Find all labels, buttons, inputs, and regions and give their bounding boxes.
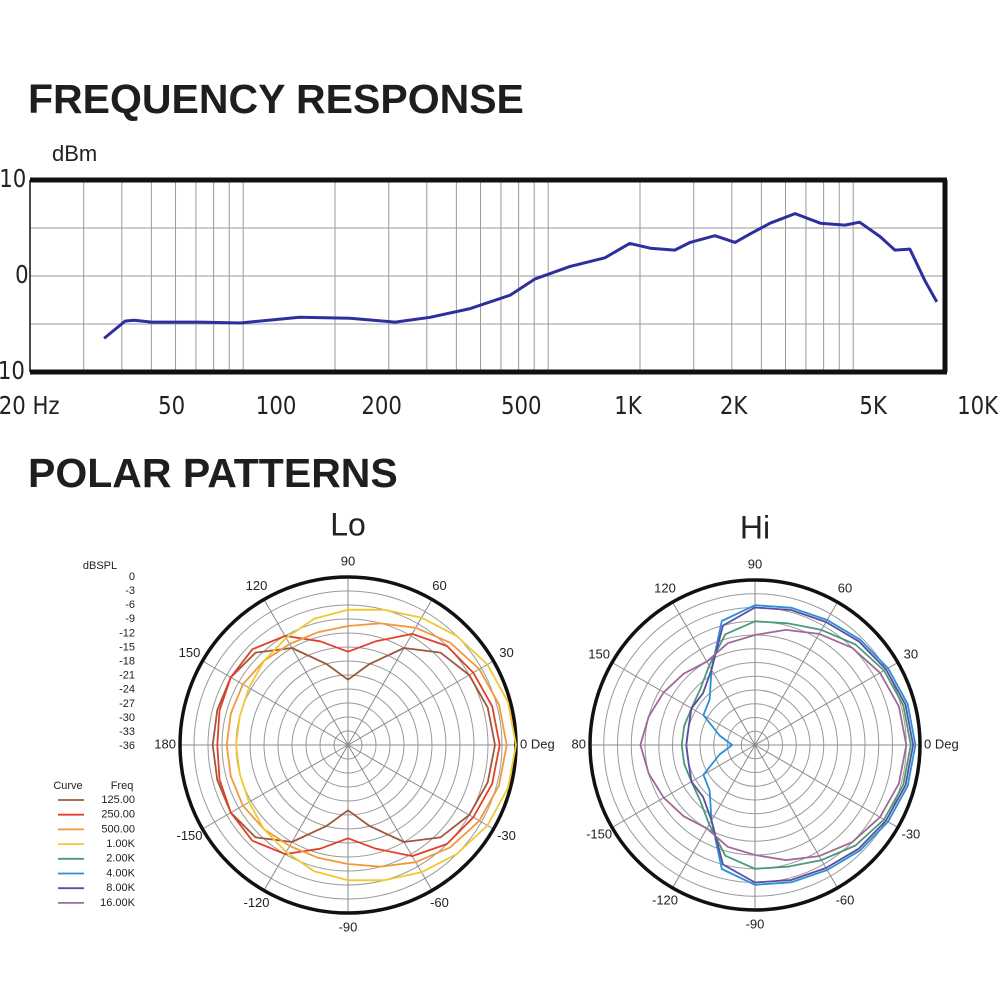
- legend-label: 125.00: [101, 794, 135, 806]
- angle-label: -30: [497, 828, 516, 843]
- angle-label: 90: [341, 553, 355, 568]
- y-tick-label: 0: [15, 260, 29, 289]
- grid-spoke: [263, 599, 349, 746]
- legend-scale-label: -3: [125, 585, 135, 597]
- grid-spoke: [202, 660, 349, 746]
- x-tick-label: 10K: [957, 391, 999, 420]
- polar-curve: [680, 620, 912, 870]
- chart-title: FREQUENCY RESPONSE: [28, 76, 524, 122]
- x-tick-label: 200: [361, 391, 402, 420]
- polar-curve: [702, 604, 917, 886]
- angle-label: 150: [588, 646, 610, 661]
- angle-label: -60: [430, 895, 449, 910]
- response-line: [103, 212, 939, 340]
- legend-scale-label: -6: [125, 599, 135, 611]
- legend-scale-label: -36: [119, 740, 135, 752]
- grid-spoke: [611, 662, 756, 746]
- grid-spoke: [611, 744, 756, 828]
- legend-scale-label: -30: [119, 712, 135, 724]
- legend-scale-label: 0: [129, 571, 135, 583]
- angle-label: -150: [586, 826, 612, 841]
- angle-label: 150: [179, 645, 201, 660]
- legend-scale-title: dBSPL: [83, 560, 117, 572]
- polar-curve: [685, 606, 914, 884]
- grid-spoke: [263, 744, 349, 891]
- legend-scale-label: -18: [119, 656, 135, 668]
- legend-scale-label: -27: [119, 698, 135, 710]
- polar-curve: [639, 629, 908, 861]
- legend-label: 2.00K: [106, 853, 135, 865]
- grid-spoke: [347, 744, 433, 891]
- grid-spoke: [347, 660, 494, 746]
- grid-spoke: [202, 744, 349, 830]
- legend-label: 250.00: [101, 809, 135, 821]
- legend-label: 4.00K: [106, 867, 135, 879]
- grid-spoke: [754, 662, 899, 746]
- grid-spoke: [347, 599, 433, 746]
- legend-scale-label: -24: [119, 684, 135, 696]
- angle-label: -30: [901, 826, 920, 841]
- angle-label: -120: [652, 892, 678, 907]
- legend-scale-label: -15: [119, 641, 135, 653]
- x-tick-label: 5K: [859, 391, 887, 420]
- legend-scale-label: -21: [119, 670, 135, 682]
- x-tick-label: 100: [256, 391, 297, 420]
- angle-label: 180: [154, 736, 176, 751]
- grid-spoke: [347, 744, 494, 830]
- x-tick-label: 500: [501, 391, 542, 420]
- angle-label: -60: [836, 892, 855, 907]
- legend-label: 16.00K: [100, 897, 136, 909]
- polar-curve: [225, 622, 508, 868]
- legend-header: Freq: [111, 780, 134, 792]
- y-tick-label: -10: [0, 356, 25, 385]
- angle-label: 60: [838, 581, 852, 596]
- legend-header: Curve: [53, 780, 82, 792]
- angle-label: 0 Deg: [924, 736, 959, 751]
- x-tick-label: 20 Hz: [0, 391, 60, 420]
- legend-scale-label: -33: [119, 726, 135, 738]
- chart-title: Hi: [740, 509, 770, 545]
- x-tick-label: 2K: [720, 391, 748, 420]
- legend-scale-label: -12: [119, 627, 135, 639]
- polar-curve: [216, 633, 501, 857]
- chart-title: Lo: [330, 506, 366, 542]
- angle-label: -90: [746, 916, 765, 931]
- angle-label: 30: [499, 645, 513, 660]
- angle-label: 120: [654, 581, 676, 596]
- angle-label: 90: [748, 556, 762, 571]
- grid-spoke: [672, 601, 756, 746]
- angle-label: 30: [904, 646, 918, 661]
- polar-curve: [235, 608, 517, 882]
- x-tick-label: 1K: [614, 391, 642, 420]
- polar-curve: [211, 647, 496, 843]
- angle-label: 0 Deg: [520, 736, 555, 751]
- angle-label: -120: [243, 895, 269, 910]
- section-heading: POLAR PATTERNS: [28, 450, 398, 496]
- legend-label: 1.00K: [106, 838, 135, 850]
- x-tick-label: 50: [158, 391, 185, 420]
- legend-label: 8.00K: [106, 882, 135, 894]
- legend-scale-label: -9: [125, 613, 135, 625]
- grid-spoke: [754, 601, 838, 746]
- angle-label: 120: [246, 578, 268, 593]
- y-axis-label: dBm: [52, 141, 97, 166]
- angle-label: 60: [432, 578, 446, 593]
- y-tick-label: 10: [0, 164, 26, 193]
- grid-spoke: [754, 744, 838, 889]
- angle-label: -150: [177, 828, 203, 843]
- legend-label: 500.00: [101, 823, 135, 835]
- outer-ring: [588, 578, 922, 912]
- angle-label: -90: [339, 919, 358, 934]
- angle-label: 80: [572, 736, 586, 751]
- grid-spoke: [672, 744, 756, 889]
- grid-spoke: [754, 744, 899, 828]
